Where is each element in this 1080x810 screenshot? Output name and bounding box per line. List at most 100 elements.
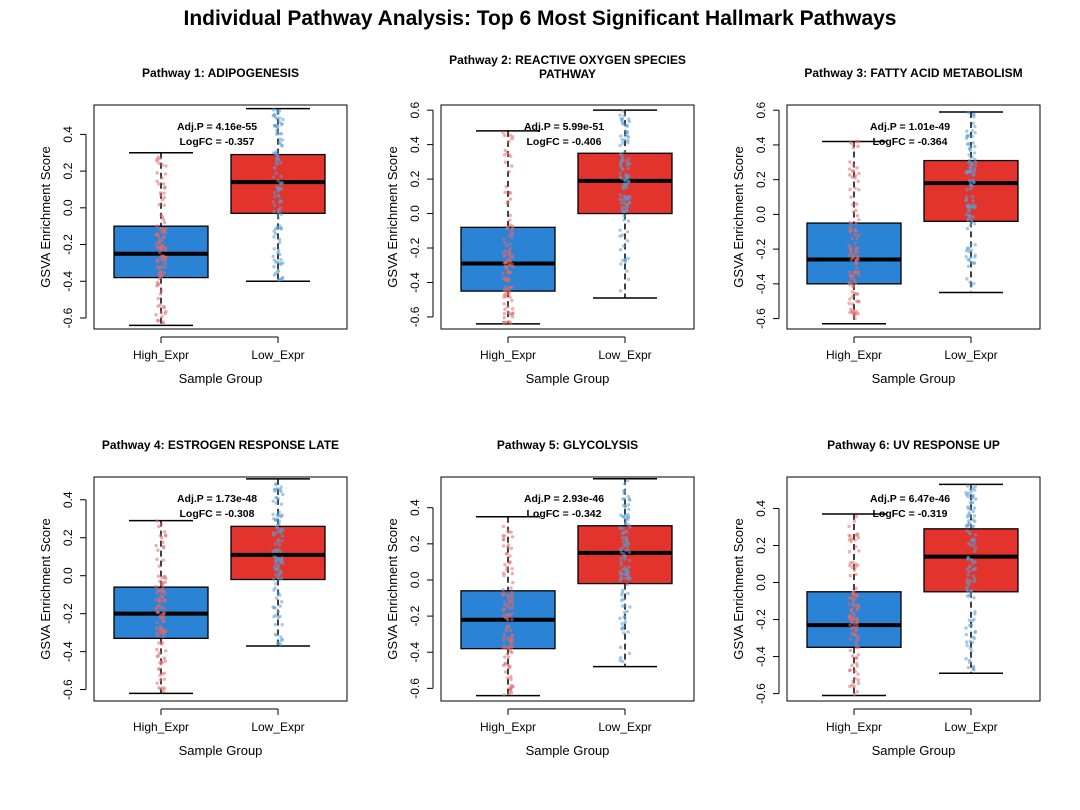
y-tick-label: -0.6 [408,678,422,699]
data-point [855,202,859,206]
data-point [847,167,852,171]
data-point [271,512,275,517]
data-point [974,160,978,164]
data-point [504,266,508,270]
data-point [850,654,855,658]
data-point [164,533,168,537]
data-point [853,677,857,681]
data-point [967,618,972,622]
data-point [618,616,622,621]
data-point [508,641,513,646]
data-point [505,616,509,621]
data-point [618,193,623,197]
data-point [274,161,279,165]
data-point [502,153,507,157]
data-point [855,627,859,632]
data-point [276,260,280,264]
data-point [156,574,161,578]
data-point [966,513,971,517]
data-point [973,488,977,492]
data-point [275,129,279,133]
data-point [279,174,284,178]
data-point [847,270,852,274]
data-point [626,219,631,223]
data-point [856,672,860,676]
data-point [967,208,972,213]
y-axis-label: GSVA Enrichment Score [385,146,400,287]
data-point [625,609,629,614]
data-point [277,194,281,199]
data-point [849,626,854,631]
data-point [158,303,163,307]
y-axis-label: GSVA Enrichment Score [731,146,746,287]
plot-frame [786,476,1041,702]
box-high-expr [113,151,209,327]
jitter-points [501,130,515,325]
data-point [505,652,510,656]
data-point [159,270,163,274]
y-tick-label: 0.4 [408,499,422,516]
x-tick-label: Low_Expr [944,720,997,734]
data-point [626,630,630,634]
data-point [970,218,974,222]
data-point [510,311,515,316]
data-point [156,296,160,301]
data-point [155,171,159,175]
data-point [276,522,280,527]
data-point [851,679,855,684]
data-point [622,497,626,501]
data-point [274,582,278,586]
data-point [623,182,627,186]
panel-title: Pathway 3: FATTY ACID METABOLISM [804,66,1022,80]
data-point [619,134,623,138]
data-point [972,167,977,171]
data-point [158,250,162,255]
data-point [502,693,506,697]
data-point [162,220,167,225]
data-point [162,191,166,195]
logfc-annotation: LogFC = -0.357 [180,136,255,148]
data-point [158,673,162,677]
data-point [280,622,284,627]
data-point [619,262,623,266]
data-point [160,630,164,635]
data-point [618,526,622,530]
data-point [501,271,505,276]
data-point [618,161,623,165]
data-point [966,170,970,174]
data-point [507,169,511,174]
data-point [159,289,164,293]
data-point [162,271,167,275]
jitter-points [154,519,168,693]
data-point [280,143,284,148]
data-point [509,675,513,679]
data-point [273,562,278,567]
data-point [847,550,852,554]
data-point [848,160,852,164]
data-point [625,130,630,134]
data-point [280,556,284,560]
x-tick-label: Low_Expr [598,720,651,734]
data-point [968,639,973,643]
data-point [850,290,855,294]
data-point [159,606,164,610]
data-point [969,242,973,247]
data-point [160,536,164,540]
data-point [154,626,159,631]
data-point [271,254,275,259]
data-point [627,117,631,121]
data-point [969,538,974,543]
y-tick-label: -0.4 [408,272,422,293]
data-point [276,157,280,161]
data-point [275,641,280,645]
y-axis-label: GSVA Enrichment Score [731,518,746,659]
data-point [279,502,284,506]
data-point [621,526,625,531]
y-tick-label: 0.2 [61,162,75,179]
data-point [626,542,631,546]
data-point [620,156,625,160]
data-point [620,546,624,550]
data-point [854,639,859,643]
data-point [164,248,168,252]
data-point [155,591,159,595]
